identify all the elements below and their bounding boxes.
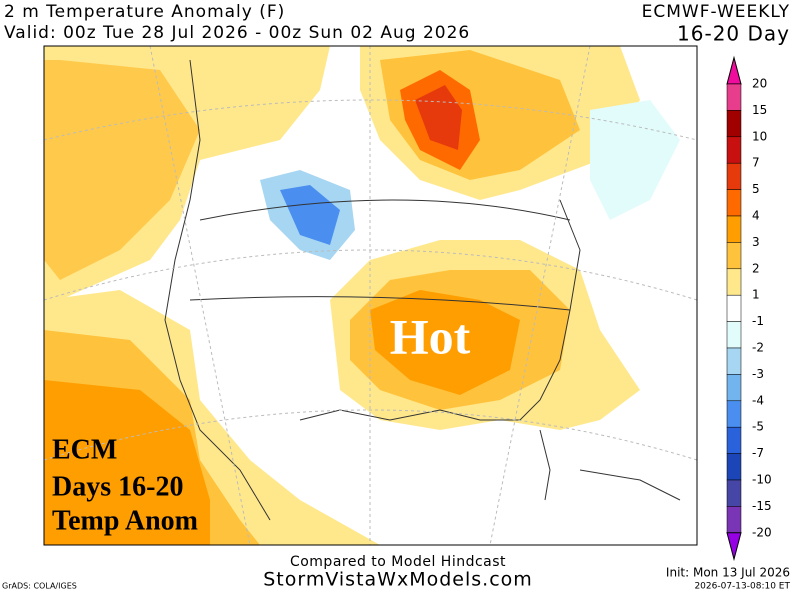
warm-area [44, 60, 200, 280]
credit: GrADS: COLA/IGES [2, 582, 77, 591]
colorbar-label: 3 [752, 235, 760, 249]
colorbar-label: 5 [752, 182, 760, 196]
colorbar-label: 7 [752, 156, 760, 170]
cool-area [590, 100, 680, 220]
colorbar-label: -4 [752, 393, 764, 407]
graticule [44, 46, 697, 545]
init-time: Init: Mon 13 Jul 2026 [666, 566, 790, 580]
colorbar-label: 10 [752, 129, 767, 143]
annotation: Hot [390, 308, 471, 364]
colorbar: 20 15 10 7 5 4 3 2 1 -1 -2 -3 -4 -5 -7 -10 -15 -20 [726, 55, 772, 562]
colorbar-bin [726, 506, 742, 534]
hindcast-note: Compared to Model Hindcast [290, 554, 506, 570]
colorbar-label: -5 [752, 420, 764, 434]
overlay-line: ECM [52, 434, 117, 465]
colorbar-cap [726, 55, 742, 85]
overlay-line: Days 16-20 [52, 471, 183, 502]
colorbar-bin [726, 374, 742, 402]
site-name: StormVistaWxModels.com [263, 569, 533, 591]
map: Hot ECM Days 16-20 Temp Anom [43, 45, 698, 546]
model-name: ECMWF-WEEKLY [642, 2, 790, 22]
timestamp: 2026-07-13-08:10 ET [694, 582, 790, 592]
colorbar-label: 15 [752, 103, 767, 117]
colorbar-bin [726, 136, 742, 164]
colorbar-label: 2 [752, 261, 760, 275]
colorbar-label: -15 [752, 499, 772, 513]
colorbar-label: -20 [752, 525, 772, 539]
colorbar-bin [726, 426, 742, 454]
colorbar-label: -2 [752, 341, 764, 355]
colorbar-label: 1 [752, 288, 760, 302]
valid-time: Valid: 00z Tue 28 Jul 2026 - 00z Sun 02 … [4, 23, 470, 43]
overlay-line: Temp Anom [52, 505, 198, 536]
colorbar-bin [726, 268, 742, 296]
colorbar-bin [726, 242, 742, 270]
colorbar-label: -3 [752, 367, 764, 381]
colorbar-bin [726, 162, 742, 190]
coastlines [164, 59, 681, 521]
colorbar-label: 4 [752, 209, 760, 223]
colorbar-bin [726, 110, 742, 138]
colorbar-bin [726, 479, 742, 507]
colorbar-label: -1 [752, 314, 764, 328]
title: 2 m Temperature Anomaly (F) [4, 2, 285, 22]
colorbar-label: 20 [752, 77, 767, 91]
colorbar-bin [726, 400, 742, 428]
colorbar-bin [726, 347, 742, 375]
colorbar-label: -10 [752, 473, 772, 487]
warm-area [44, 380, 210, 545]
colorbar-bin [726, 294, 742, 322]
colorbar-label: -7 [752, 446, 764, 460]
colorbar-bin [726, 83, 742, 111]
colorbar-bin [726, 321, 742, 349]
cool-area [280, 185, 340, 245]
colorbar-bin [726, 215, 742, 243]
map-frame [43, 45, 698, 546]
colorbar-bin [726, 453, 742, 481]
colorbar-cap [726, 532, 742, 562]
colorbar-bin [726, 189, 742, 217]
warm-area [370, 290, 520, 395]
forecast-range: 16-20 Day [677, 22, 790, 46]
